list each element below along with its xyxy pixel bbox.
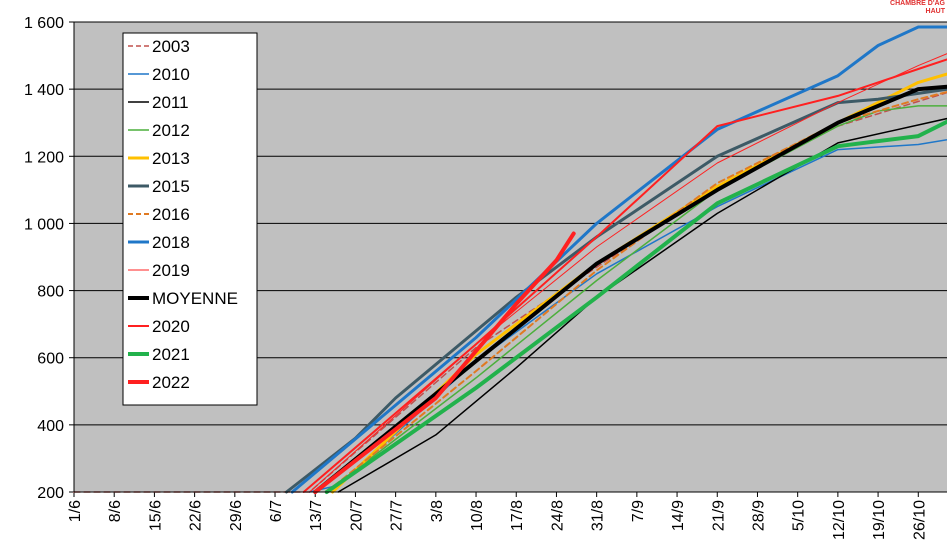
- x-axis-ticks: 1/6 8/6 15/6 22/6 29/6 6/7 13/7 20/7 27/7 3/8 10/8…: [67, 492, 928, 540]
- y-tick-label: 200: [37, 485, 64, 502]
- legend: 2003 2010 2011 2012 2013 2015 2016 2018 2019 MOYE…: [122, 32, 258, 406]
- y-tick-label: 1 400: [24, 82, 64, 99]
- legend-label: 2003: [152, 37, 190, 56]
- legend-label: 2020: [152, 317, 190, 336]
- legend-label: 2015: [152, 177, 190, 196]
- corner-logo-text: CHAMBRE D'AG HAUT: [890, 0, 945, 16]
- x-tick-label: 1/6: [67, 500, 84, 522]
- y-tick-label: 400: [37, 418, 64, 435]
- x-tick-label: 15/6: [147, 500, 164, 531]
- x-tick-label: 22/6: [188, 500, 205, 531]
- legend-label: 2012: [152, 121, 190, 140]
- legend-label: 2016: [152, 205, 190, 224]
- series-line-2018: [290, 25, 947, 494]
- x-tick-label: 6/7: [268, 500, 285, 522]
- y-tick-label: 1 600: [24, 15, 64, 32]
- x-tick-label: 5/10: [791, 500, 808, 531]
- legend-box: [122, 32, 258, 406]
- legend-label: 2021: [152, 345, 190, 364]
- legend-label: 2018: [152, 233, 190, 252]
- legend-label: MOYENNE: [152, 289, 238, 308]
- series-line-2022: [313, 231, 576, 494]
- series-line-2021: [324, 119, 947, 494]
- x-tick-label: 19/10: [871, 500, 888, 540]
- legend-label: 2010: [152, 65, 190, 84]
- x-tick-label: 12/10: [831, 500, 848, 540]
- y-axis-ticks: 200 400 600 800 1 000 1 200 1 400 1 600: [24, 15, 74, 502]
- legend-label: 2019: [152, 261, 190, 280]
- x-tick-label: 17/8: [509, 500, 526, 531]
- corner-logo-line-2: HAUT: [925, 8, 945, 15]
- series-line-moyenne: [313, 84, 947, 494]
- x-tick-label: 13/7: [308, 500, 325, 531]
- x-tick-label: 7/9: [630, 500, 647, 522]
- x-tick-label: 31/8: [590, 500, 607, 531]
- x-tick-label: 14/9: [670, 500, 687, 531]
- corner-logo-line-1: CHAMBRE D'AG: [890, 0, 945, 7]
- y-tick-label: 1 200: [24, 149, 64, 166]
- series-line-2013: [331, 72, 947, 494]
- x-tick-label: 10/8: [469, 500, 486, 531]
- x-tick-label: 24/8: [549, 500, 566, 531]
- x-tick-label: 28/9: [750, 500, 767, 531]
- y-tick-label: 600: [37, 351, 64, 368]
- legend-label: 2022: [152, 373, 190, 392]
- y-tick-label: 800: [37, 284, 64, 301]
- x-tick-label: 3/8: [429, 500, 446, 522]
- x-tick-label: 20/7: [348, 500, 365, 531]
- legend-label: 2013: [152, 149, 190, 168]
- x-tick-label: 21/9: [710, 500, 727, 531]
- x-tick-label: 26/10: [911, 500, 928, 540]
- series-line-2016: [325, 90, 947, 493]
- axes: [73, 22, 947, 493]
- series-line-2020: [302, 58, 947, 493]
- legend-label: 2011: [152, 93, 189, 112]
- x-tick-label: 29/6: [228, 500, 245, 531]
- x-tick-label: 27/7: [389, 500, 406, 531]
- y-tick-label: 1 000: [24, 216, 64, 233]
- x-tick-label: 8/6: [107, 500, 124, 522]
